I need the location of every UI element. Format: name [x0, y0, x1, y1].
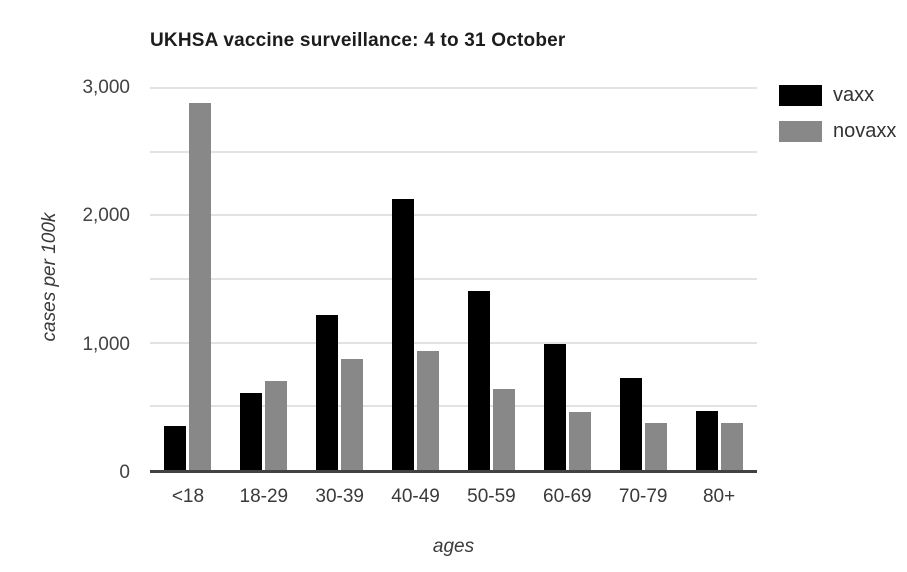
bar-vaxx	[240, 392, 263, 470]
x-tick-label: 60-69	[543, 486, 592, 507]
bar-group	[226, 88, 302, 470]
legend-label-vaxx: vaxx	[833, 84, 875, 106]
bar-vaxx	[392, 199, 415, 470]
legend-label-novaxx: novaxx	[833, 120, 897, 142]
bar-vaxx	[543, 343, 566, 470]
bar-novaxx	[341, 359, 364, 470]
gridline	[150, 214, 757, 217]
legend-swatch-novaxx	[779, 121, 822, 142]
y-tick-label: 2,000	[82, 205, 130, 227]
x-tick-label: 18-29	[239, 486, 289, 507]
bar-group	[150, 88, 226, 470]
bar-novaxx	[417, 351, 440, 470]
bar-vaxx	[695, 411, 718, 470]
bar-novaxx	[644, 423, 667, 470]
bar-group	[605, 88, 681, 470]
bar-novaxx	[720, 423, 743, 470]
bar-group	[681, 88, 757, 470]
bar-vaxx	[164, 425, 187, 470]
x-axis-tick-labels: <18 18-29 30-39 40-49 50-59 60-69 70-79 80+	[150, 486, 757, 508]
legend-swatch-vaxx	[779, 85, 822, 106]
y-tick-label: 3,000	[82, 77, 130, 98]
gridline	[150, 341, 757, 344]
bar-vaxx	[467, 290, 490, 470]
x-tick-label: <18	[171, 486, 205, 507]
x-tick-label: 80+	[702, 486, 736, 507]
bar-series-container	[150, 88, 757, 470]
legend: vaxx novaxx	[779, 84, 896, 143]
gridline	[150, 405, 757, 408]
bar-group	[302, 88, 378, 470]
x-tick-label: 70-79	[618, 486, 668, 507]
bar-group	[378, 88, 454, 470]
bar-novaxx	[568, 412, 591, 470]
gridline	[150, 278, 757, 280]
x-axis-title: ages	[432, 536, 475, 557]
bar-vaxx	[619, 377, 642, 470]
legend-item-vaxx: vaxx	[779, 84, 896, 107]
bar-vaxx	[316, 315, 339, 470]
x-tick-label: 40-49	[391, 486, 440, 507]
y-tick-label: 0	[119, 462, 130, 483]
gridlines	[150, 87, 757, 470]
bar-novaxx	[189, 103, 212, 470]
x-tick-label: 50-59	[467, 486, 516, 507]
y-tick-label: 1,000	[82, 333, 130, 355]
chart-title: UKHSA vaccine surveillance: 4 to 31 Octo…	[150, 30, 566, 51]
gridline	[150, 150, 757, 153]
bar-novaxx	[492, 388, 515, 470]
bar-group	[454, 88, 530, 470]
bar-group	[529, 88, 605, 470]
bar-novaxx	[265, 381, 288, 470]
legend-item-novaxx: novaxx	[779, 120, 896, 143]
plot-area	[150, 87, 757, 473]
x-tick-label: 30-39	[315, 486, 364, 507]
gridline	[150, 87, 757, 89]
